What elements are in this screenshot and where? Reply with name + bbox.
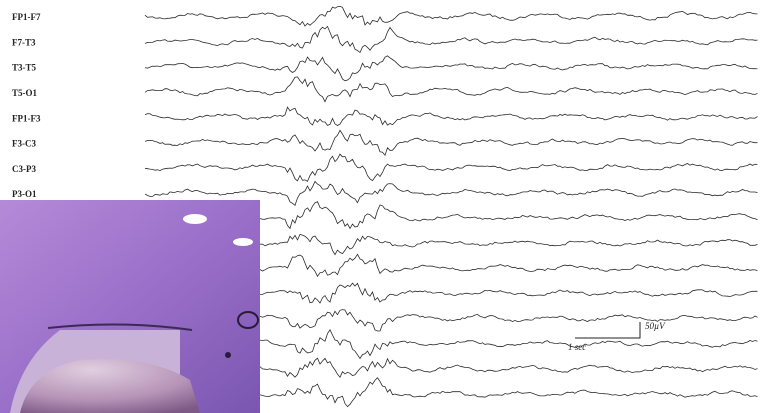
channel-label: FP1-F3: [12, 113, 41, 123]
wall-fixture: [225, 352, 231, 358]
eeg-figure: FP1-F7 F7-T3 T3-T5 T5-O1 FP1-F3 F3-C3 C3-P3 P3-…: [0, 0, 768, 413]
time-scale: 1 sec: [568, 342, 586, 352]
inset-photo: [0, 200, 260, 413]
channel-label: F7-T3: [12, 37, 36, 47]
ceiling-light: [233, 238, 253, 246]
channel-label: FP1-F7: [12, 12, 41, 22]
amplitude-scale: 50µV: [645, 321, 666, 331]
page: {"channels": ["FP1-F7", "F7-T3", "T3-T5"…: [0, 0, 768, 413]
channel-label: F3-C3: [12, 139, 36, 149]
channel-label: T5-O1: [12, 88, 38, 98]
channel-label: P3-O1: [12, 189, 37, 199]
ceiling-light: [183, 214, 207, 224]
channel-label: C3-P3: [12, 164, 36, 174]
channel-label: T3-T5: [12, 63, 37, 73]
